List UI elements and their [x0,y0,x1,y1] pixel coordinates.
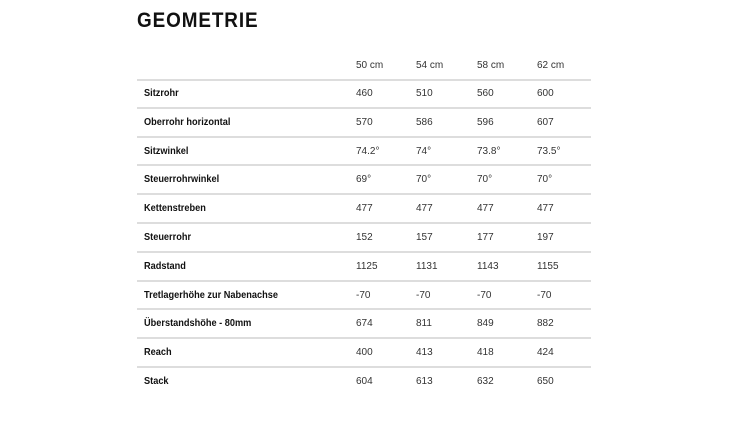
cell-value: 674 [356,318,373,330]
cell-value: 477 [537,203,554,215]
cell-value: 811 [416,318,432,330]
cell-value: 74° [416,145,432,157]
row-label: Tretlagerhöhe zur Nabenachse [144,289,278,301]
cell-value: 418 [477,347,494,359]
cell-value: 70° [477,174,493,186]
column-header: 58 cm [477,60,505,71]
cell-value: -70 [477,289,492,301]
column-header: 50 cm [356,60,384,71]
row-label: Überstandshöhe - 80mm [144,318,252,330]
row-label: Steuerrohr [144,232,192,243]
table-row: Stack 604 613 632 650 [137,368,591,397]
cell-value: -70 [416,289,431,301]
cell-value: 604 [356,376,373,387]
table-row: Steuerrohrwinkel 69° 70° 70° 70° [137,166,591,196]
cell-value: 74.2° [356,145,380,157]
cell-value: 632 [477,376,494,387]
table-row: Sitzwinkel 74.2° 74° 73.8° 73.5° [137,138,591,167]
cell-value: 152 [356,232,373,243]
row-label: Sitzwinkel [144,145,189,157]
cell-value: -70 [537,289,552,301]
cell-value: 73.8° [477,145,501,157]
page-title: GEOMETRIE [137,9,259,32]
table-row: Überstandshöhe - 80mm 674 811 849 882 [137,310,591,340]
cell-value: 73.5° [537,145,561,157]
cell-value: 460 [356,88,373,99]
cell-value: 570 [356,116,373,128]
cell-value: 1131 [416,260,438,272]
cell-value: 849 [477,318,494,330]
cell-value: 1143 [477,260,499,272]
cell-value: 600 [537,88,554,99]
row-label: Kettenstreben [144,203,206,215]
cell-value: 1125 [356,260,378,272]
table-header: 50 cm 54 cm 58 cm 62 cm [137,52,591,81]
cell-value: 596 [477,116,494,128]
cell-value: 560 [477,88,494,99]
cell-value: 424 [537,347,554,359]
cell-value: 650 [537,376,554,387]
cell-value: 70° [537,174,553,186]
table-row: Sitzrohr 460 510 560 600 [137,80,591,109]
cell-value: 607 [537,116,554,128]
cell-value: 586 [416,116,433,128]
column-header: 62 cm [537,60,565,71]
table-row: Reach 400 413 418 424 [137,339,591,368]
table-row: Steuerrohr 152 157 177 197 [137,224,591,253]
row-label: Sitzrohr [144,88,179,99]
cell-value: -70 [356,289,371,301]
table-row: Radstand 1125 1131 1143 1155 [137,253,591,282]
cell-value: 177 [477,232,494,243]
row-label: Reach [144,347,172,359]
table-row: Kettenstreben 477 477 477 477 [137,195,591,224]
cell-value: 69° [356,174,372,186]
cell-value: 157 [416,232,433,243]
cell-value: 413 [416,347,433,359]
cell-value: 510 [416,88,433,99]
cell-value: 477 [416,203,433,215]
cell-value: 882 [537,318,554,330]
cell-value: 400 [356,347,373,359]
table-row: Tretlagerhöhe zur Nabenachse -70 -70 -70 -70 [137,282,591,311]
table-row: Oberrohr horizontal 570 586 596 607 [137,109,591,138]
cell-value: 613 [416,376,433,387]
row-label: Oberrohr horizontal [144,116,231,128]
cell-value: 1155 [537,260,559,272]
cell-value: 70° [416,174,432,186]
row-label: Steuerrohrwinkel [144,174,220,186]
cell-value: 197 [537,232,554,243]
row-label: Stack [144,376,169,387]
cell-value: 477 [356,203,373,215]
column-header: 54 cm [416,60,444,71]
cell-value: 477 [477,203,494,215]
row-label: Radstand [144,260,186,272]
